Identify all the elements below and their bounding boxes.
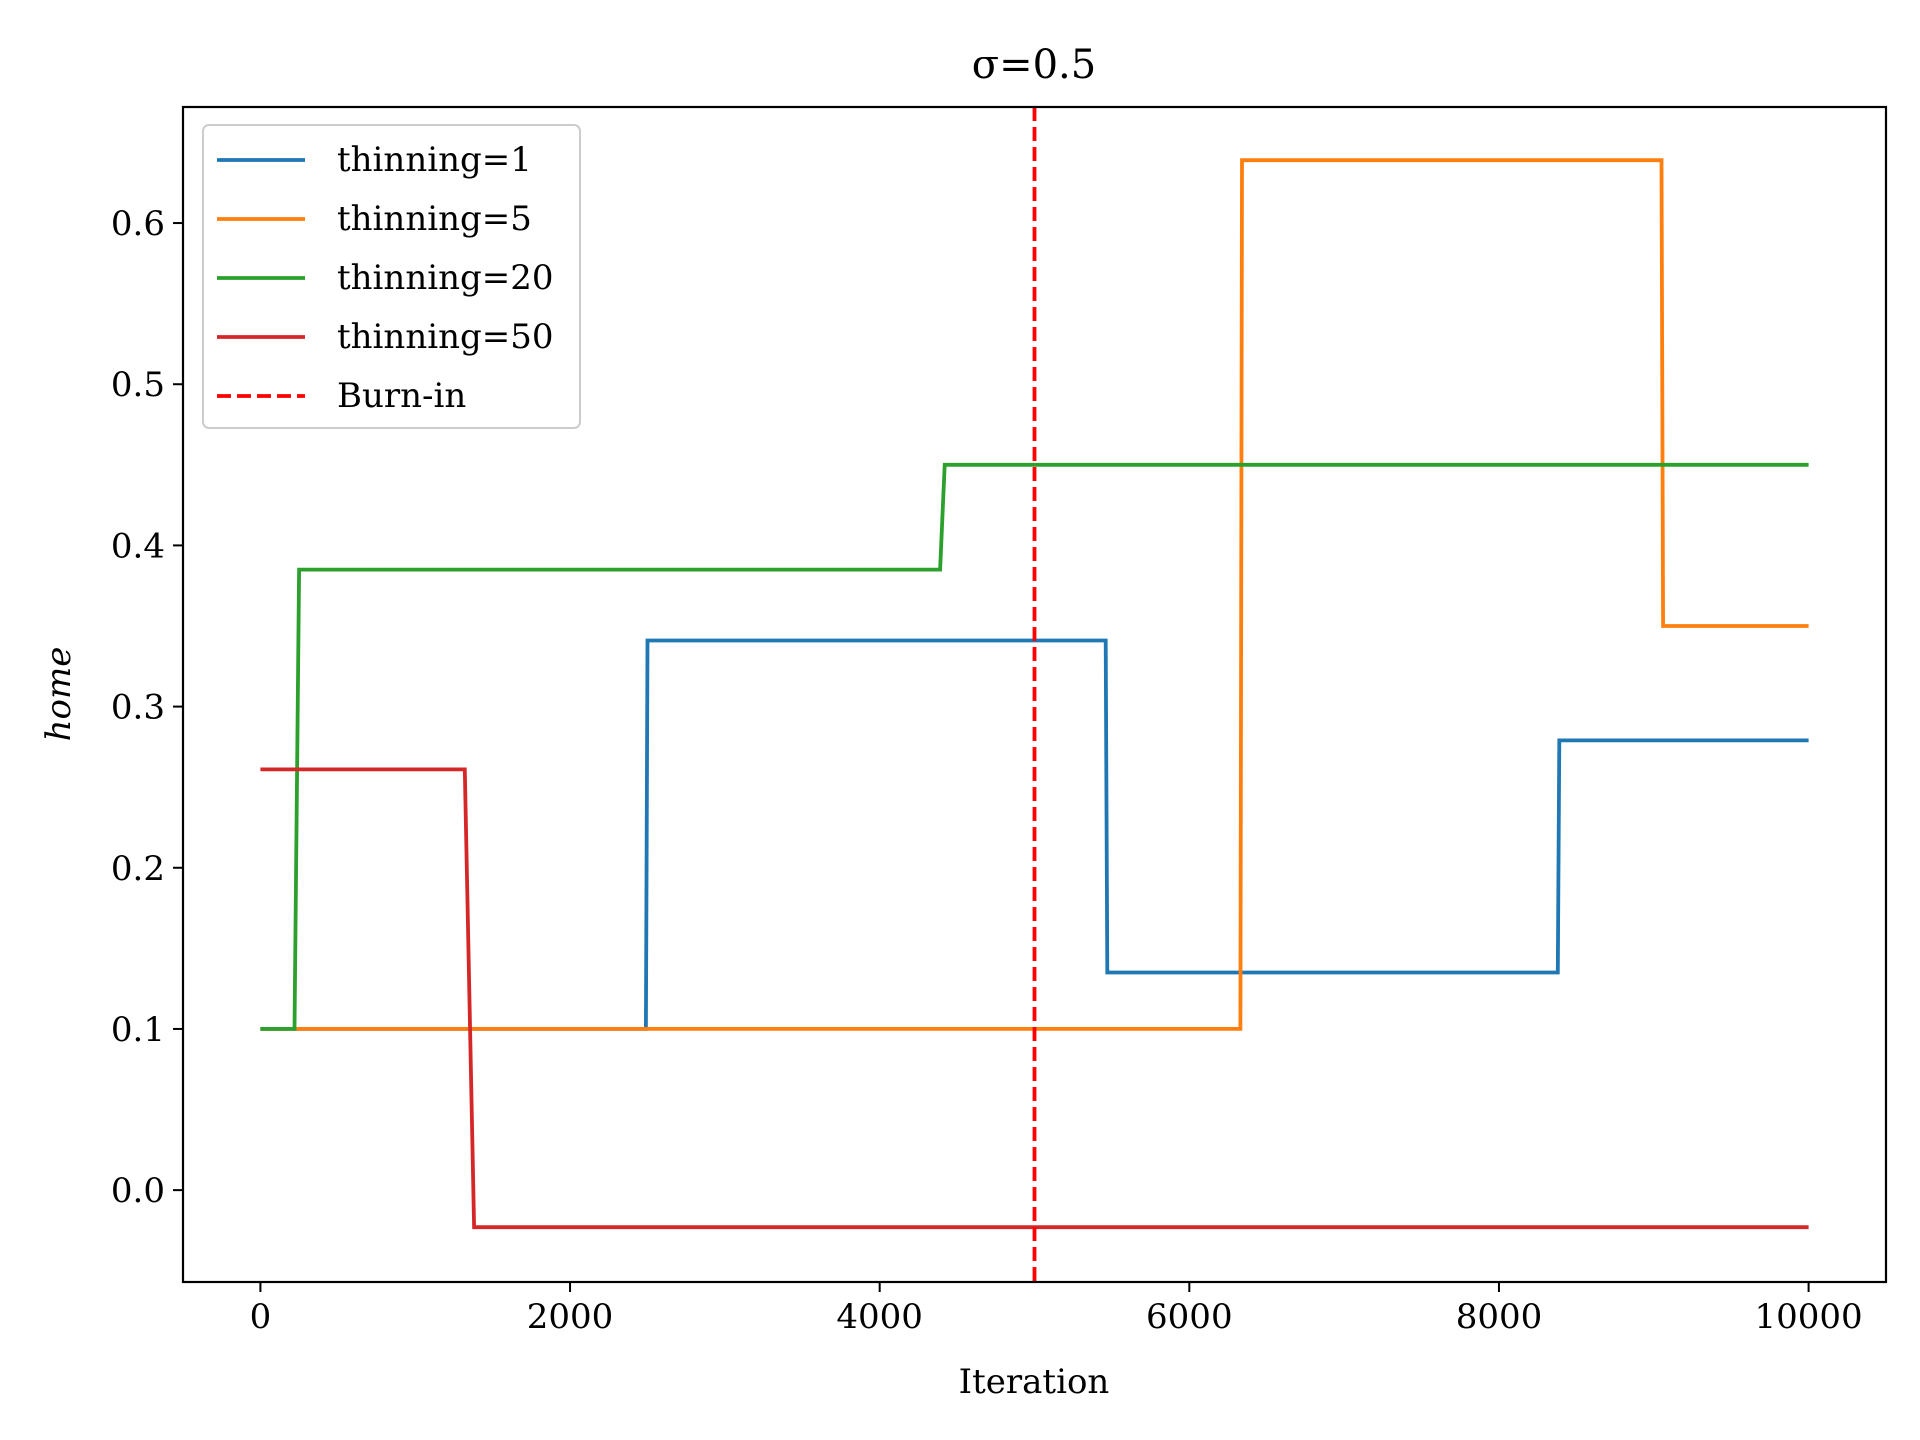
x-tick-label: 8000 bbox=[1456, 1297, 1543, 1337]
chart-title: σ=0.5 bbox=[972, 42, 1096, 88]
series-line-thinning-5 bbox=[260, 158, 1809, 1031]
series-line-thinning-50 bbox=[260, 767, 1809, 1230]
x-tick-label: 4000 bbox=[836, 1297, 923, 1337]
x-axis: 0 2000 4000 6000 8000 10000 bbox=[250, 1282, 1863, 1337]
y-axis: 0.0 0.1 0.2 0.3 0.4 0.5 0.6 bbox=[111, 204, 183, 1211]
legend-label-thinning-50: thinning=50 bbox=[337, 317, 554, 357]
series-line-thinning-20 bbox=[260, 462, 1809, 1031]
y-tick-label: 0.3 bbox=[111, 688, 165, 728]
legend-label-thinning-1: thinning=1 bbox=[337, 140, 532, 180]
plot-area bbox=[260, 107, 1809, 1282]
x-tick-label: 2000 bbox=[527, 1297, 614, 1337]
y-tick-label: 0.5 bbox=[111, 365, 165, 405]
legend-label-burn-in: Burn-in bbox=[337, 376, 466, 416]
plot-frame bbox=[181, 105, 1888, 1284]
y-tick-label: 0.2 bbox=[111, 849, 165, 889]
legend: thinning=1 thinning=5 thinning=20 thinning=… bbox=[202, 124, 581, 429]
x-tick-label: 10000 bbox=[1755, 1297, 1863, 1337]
y-axis-label: home bbox=[39, 647, 79, 742]
x-axis-label: Iteration bbox=[959, 1362, 1110, 1402]
legend-box bbox=[202, 124, 581, 429]
x-tick-label: 0 bbox=[250, 1297, 272, 1337]
x-tick-label: 6000 bbox=[1146, 1297, 1233, 1337]
y-tick-label: 0.0 bbox=[111, 1171, 165, 1211]
y-tick-label: 0.6 bbox=[111, 204, 165, 244]
y-tick-label: 0.4 bbox=[111, 526, 165, 566]
y-tick-label: 0.1 bbox=[111, 1010, 165, 1050]
series-line-thinning-1 bbox=[260, 638, 1809, 1031]
legend-label-thinning-5: thinning=5 bbox=[337, 199, 532, 239]
legend-label-thinning-20: thinning=20 bbox=[337, 258, 554, 298]
